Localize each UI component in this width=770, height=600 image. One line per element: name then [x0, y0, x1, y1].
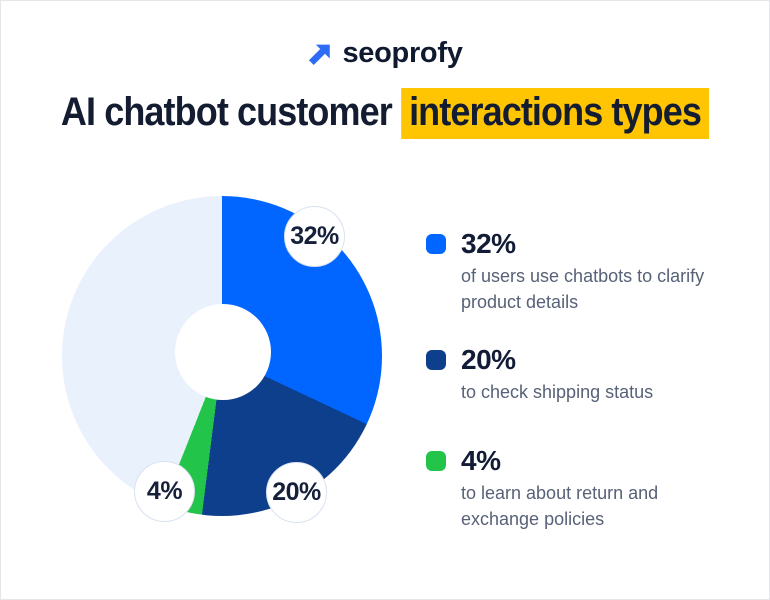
donut-segments — [62, 196, 382, 516]
callout-badge-4: 4% — [134, 461, 195, 522]
chart-legend: 32% of users use chatbots to clarify pro… — [426, 228, 738, 529]
legend-item-4: 4% to learn about return and exchange po… — [426, 445, 733, 532]
legend-item-32: 32% of users use chatbots to clarify pro… — [426, 228, 733, 315]
arrow-up-right-icon — [307, 41, 333, 67]
legend-description: of users use chatbots to clarify product… — [461, 266, 705, 312]
callout-label: 32% — [290, 222, 339, 250]
legend-percent: 32% — [461, 228, 516, 259]
legend-description: to check shipping status — [461, 382, 654, 402]
seoprofy-logo: seoprofy — [1, 37, 769, 70]
callout-label: 4% — [146, 477, 183, 505]
logo-wordmark: seoprofy — [342, 37, 463, 69]
legend-swatch-green — [426, 451, 446, 471]
legend-swatch-blue — [426, 234, 446, 254]
title-highlighted-text: interactions types — [400, 88, 710, 139]
callout-label: 20% — [272, 478, 321, 506]
legend-description: to learn about return and exchange polic… — [461, 483, 659, 529]
callout-badge-20: 20% — [266, 462, 327, 523]
legend-percent: 4% — [461, 445, 501, 476]
page-title: AI chatbot customer interactions types — [39, 87, 730, 139]
legend-swatch-navy — [426, 350, 446, 370]
title-plain-text: AI chatbot customer — [60, 90, 401, 134]
donut-hole — [175, 304, 271, 400]
legend-percent: 20% — [461, 344, 516, 375]
legend-item-20: 20% to check shipping status — [426, 344, 733, 405]
callout-badge-32: 32% — [284, 206, 345, 267]
